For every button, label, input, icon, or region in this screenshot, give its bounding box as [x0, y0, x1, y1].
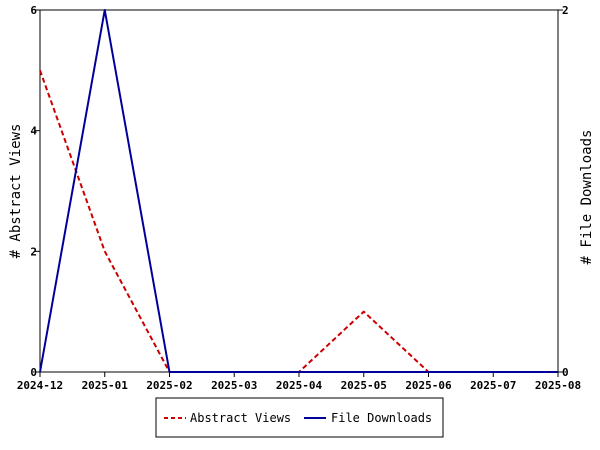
x-tick-label: 2025-05 [341, 379, 387, 392]
y-axis-right: 02 [558, 4, 569, 379]
y-right-tick-label: 0 [562, 366, 569, 379]
y-left-tick-label: 4 [30, 125, 37, 138]
x-tick-label: 2025-04 [276, 379, 323, 392]
y-left-tick-label: 6 [30, 4, 37, 17]
y-right-tick-label: 2 [562, 4, 569, 17]
plot-area [39, 9, 559, 373]
y-left-tick-label: 2 [30, 245, 37, 258]
x-axis: 2024-12 2025-01 2025-02 2025-03 2025-04 2025-… [17, 372, 581, 392]
x-tick-label: 2025-07 [470, 379, 516, 392]
x-tick-label: 2025-01 [82, 379, 129, 392]
y-axis-left: 0 2 4 6 [30, 4, 40, 379]
legend-label-file-downloads: File Downloads [331, 411, 432, 425]
x-tick-label: 2025-06 [405, 379, 452, 392]
y-axis-right-title: # File Downloads [579, 130, 595, 265]
series-layer [39, 9, 559, 373]
y-left-tick-label: 0 [30, 366, 37, 379]
y-axis-left-title: # Abstract Views [8, 124, 24, 259]
x-tick-label: 2025-08 [535, 379, 581, 392]
legend-box [155, 397, 444, 438]
legend-label-abstract-views: Abstract Views [190, 411, 291, 425]
x-tick-label: 2024-12 [17, 379, 63, 392]
legend: Abstract Views File Downloads [155, 397, 444, 438]
x-tick-label: 2025-02 [146, 379, 192, 392]
x-tick-label: 2025-03 [211, 379, 257, 392]
